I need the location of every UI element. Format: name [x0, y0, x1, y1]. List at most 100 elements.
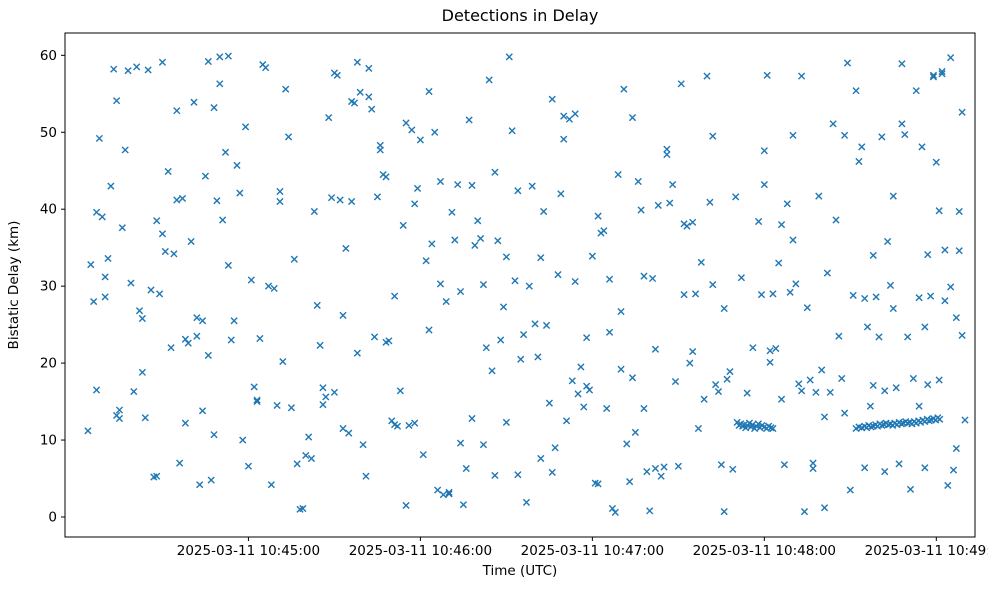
- data-point: [230, 317, 238, 325]
- data-point: [138, 314, 146, 323]
- data-point: [485, 76, 493, 84]
- data-point: [448, 208, 456, 216]
- data-point: [755, 217, 763, 226]
- data-point: [204, 351, 212, 360]
- data-point: [889, 304, 897, 313]
- data-point: [628, 114, 637, 122]
- data-point: [537, 454, 545, 463]
- data-point: [519, 331, 528, 339]
- data-point: [603, 404, 611, 413]
- data-point: [419, 451, 427, 459]
- y-axis-ticks: 0 10 20 30 40 50 60: [40, 48, 65, 525]
- data-point: [861, 464, 869, 472]
- data-point: [187, 237, 195, 246]
- data-point: [628, 374, 637, 382]
- data-point: [393, 422, 402, 430]
- data-point: [488, 367, 496, 375]
- y-tick-label: 30: [40, 279, 57, 295]
- data-point: [411, 200, 419, 208]
- data-point: [769, 424, 777, 433]
- data-point: [565, 115, 574, 123]
- data-point: [184, 339, 192, 347]
- data-point: [244, 462, 253, 470]
- data-point: [95, 134, 103, 143]
- data-point: [459, 501, 467, 509]
- data-point: [938, 67, 946, 76]
- data-point: [173, 107, 181, 115]
- scatter-points-layer: [84, 52, 969, 516]
- data-point: [789, 236, 797, 244]
- data-point: [835, 332, 843, 340]
- data-point: [551, 444, 559, 452]
- data-point: [153, 217, 161, 225]
- data-point: [941, 246, 949, 254]
- data-point: [631, 428, 639, 436]
- data-point: [92, 208, 101, 216]
- data-point: [339, 424, 347, 433]
- data-point: [663, 145, 671, 153]
- data-point: [806, 376, 814, 384]
- data-point: [861, 294, 869, 303]
- data-point: [436, 177, 445, 186]
- data-point: [479, 441, 488, 449]
- data-point: [130, 387, 138, 396]
- data-point: [161, 247, 169, 256]
- data-point: [654, 201, 662, 209]
- data-point: [947, 54, 955, 62]
- data-point: [425, 326, 433, 334]
- data-point: [938, 70, 946, 78]
- data-point: [562, 417, 571, 425]
- data-point: [714, 387, 723, 396]
- data-point: [313, 301, 321, 309]
- data-point: [663, 150, 671, 159]
- data-point: [399, 221, 407, 229]
- data-point: [170, 250, 178, 258]
- data-point: [737, 274, 746, 282]
- data-point: [239, 436, 247, 444]
- data-point: [651, 464, 660, 473]
- data-point: [135, 307, 144, 315]
- data-point: [936, 415, 944, 423]
- x-tick-label: 2025-03-11 10:45:00: [177, 543, 320, 559]
- data-point: [777, 221, 786, 229]
- data-point: [368, 105, 376, 113]
- data-point: [413, 184, 422, 193]
- data-point: [820, 504, 829, 512]
- data-point: [852, 87, 860, 95]
- data-point: [267, 481, 275, 489]
- data-point: [826, 388, 834, 396]
- data-point: [838, 374, 846, 383]
- data-point: [402, 119, 410, 127]
- data-point: [947, 283, 955, 291]
- data-point: [198, 407, 207, 415]
- data-point: [219, 216, 227, 224]
- data-point: [775, 259, 783, 267]
- data-point: [124, 67, 132, 75]
- data-point: [560, 135, 568, 143]
- data-point: [104, 254, 112, 263]
- data-point: [689, 218, 697, 226]
- data-point: [792, 280, 800, 288]
- data-point: [276, 197, 284, 206]
- data-point: [901, 130, 909, 139]
- data-point: [720, 508, 728, 516]
- data-point: [468, 181, 476, 189]
- data-point: [305, 433, 313, 441]
- data-point: [889, 192, 897, 200]
- data-point: [754, 420, 762, 428]
- data-point: [247, 276, 255, 284]
- data-point: [141, 414, 149, 422]
- data-point: [875, 333, 883, 341]
- data-point: [528, 182, 536, 190]
- data-point: [906, 485, 915, 493]
- data-point: [958, 331, 966, 339]
- data-point: [365, 93, 373, 101]
- data-point: [233, 161, 241, 169]
- data-point: [196, 481, 204, 489]
- data-point: [717, 461, 725, 469]
- data-point: [809, 464, 817, 473]
- data-point: [694, 424, 703, 433]
- data-point: [643, 468, 651, 476]
- data-point: [173, 196, 181, 204]
- data-point: [155, 290, 164, 298]
